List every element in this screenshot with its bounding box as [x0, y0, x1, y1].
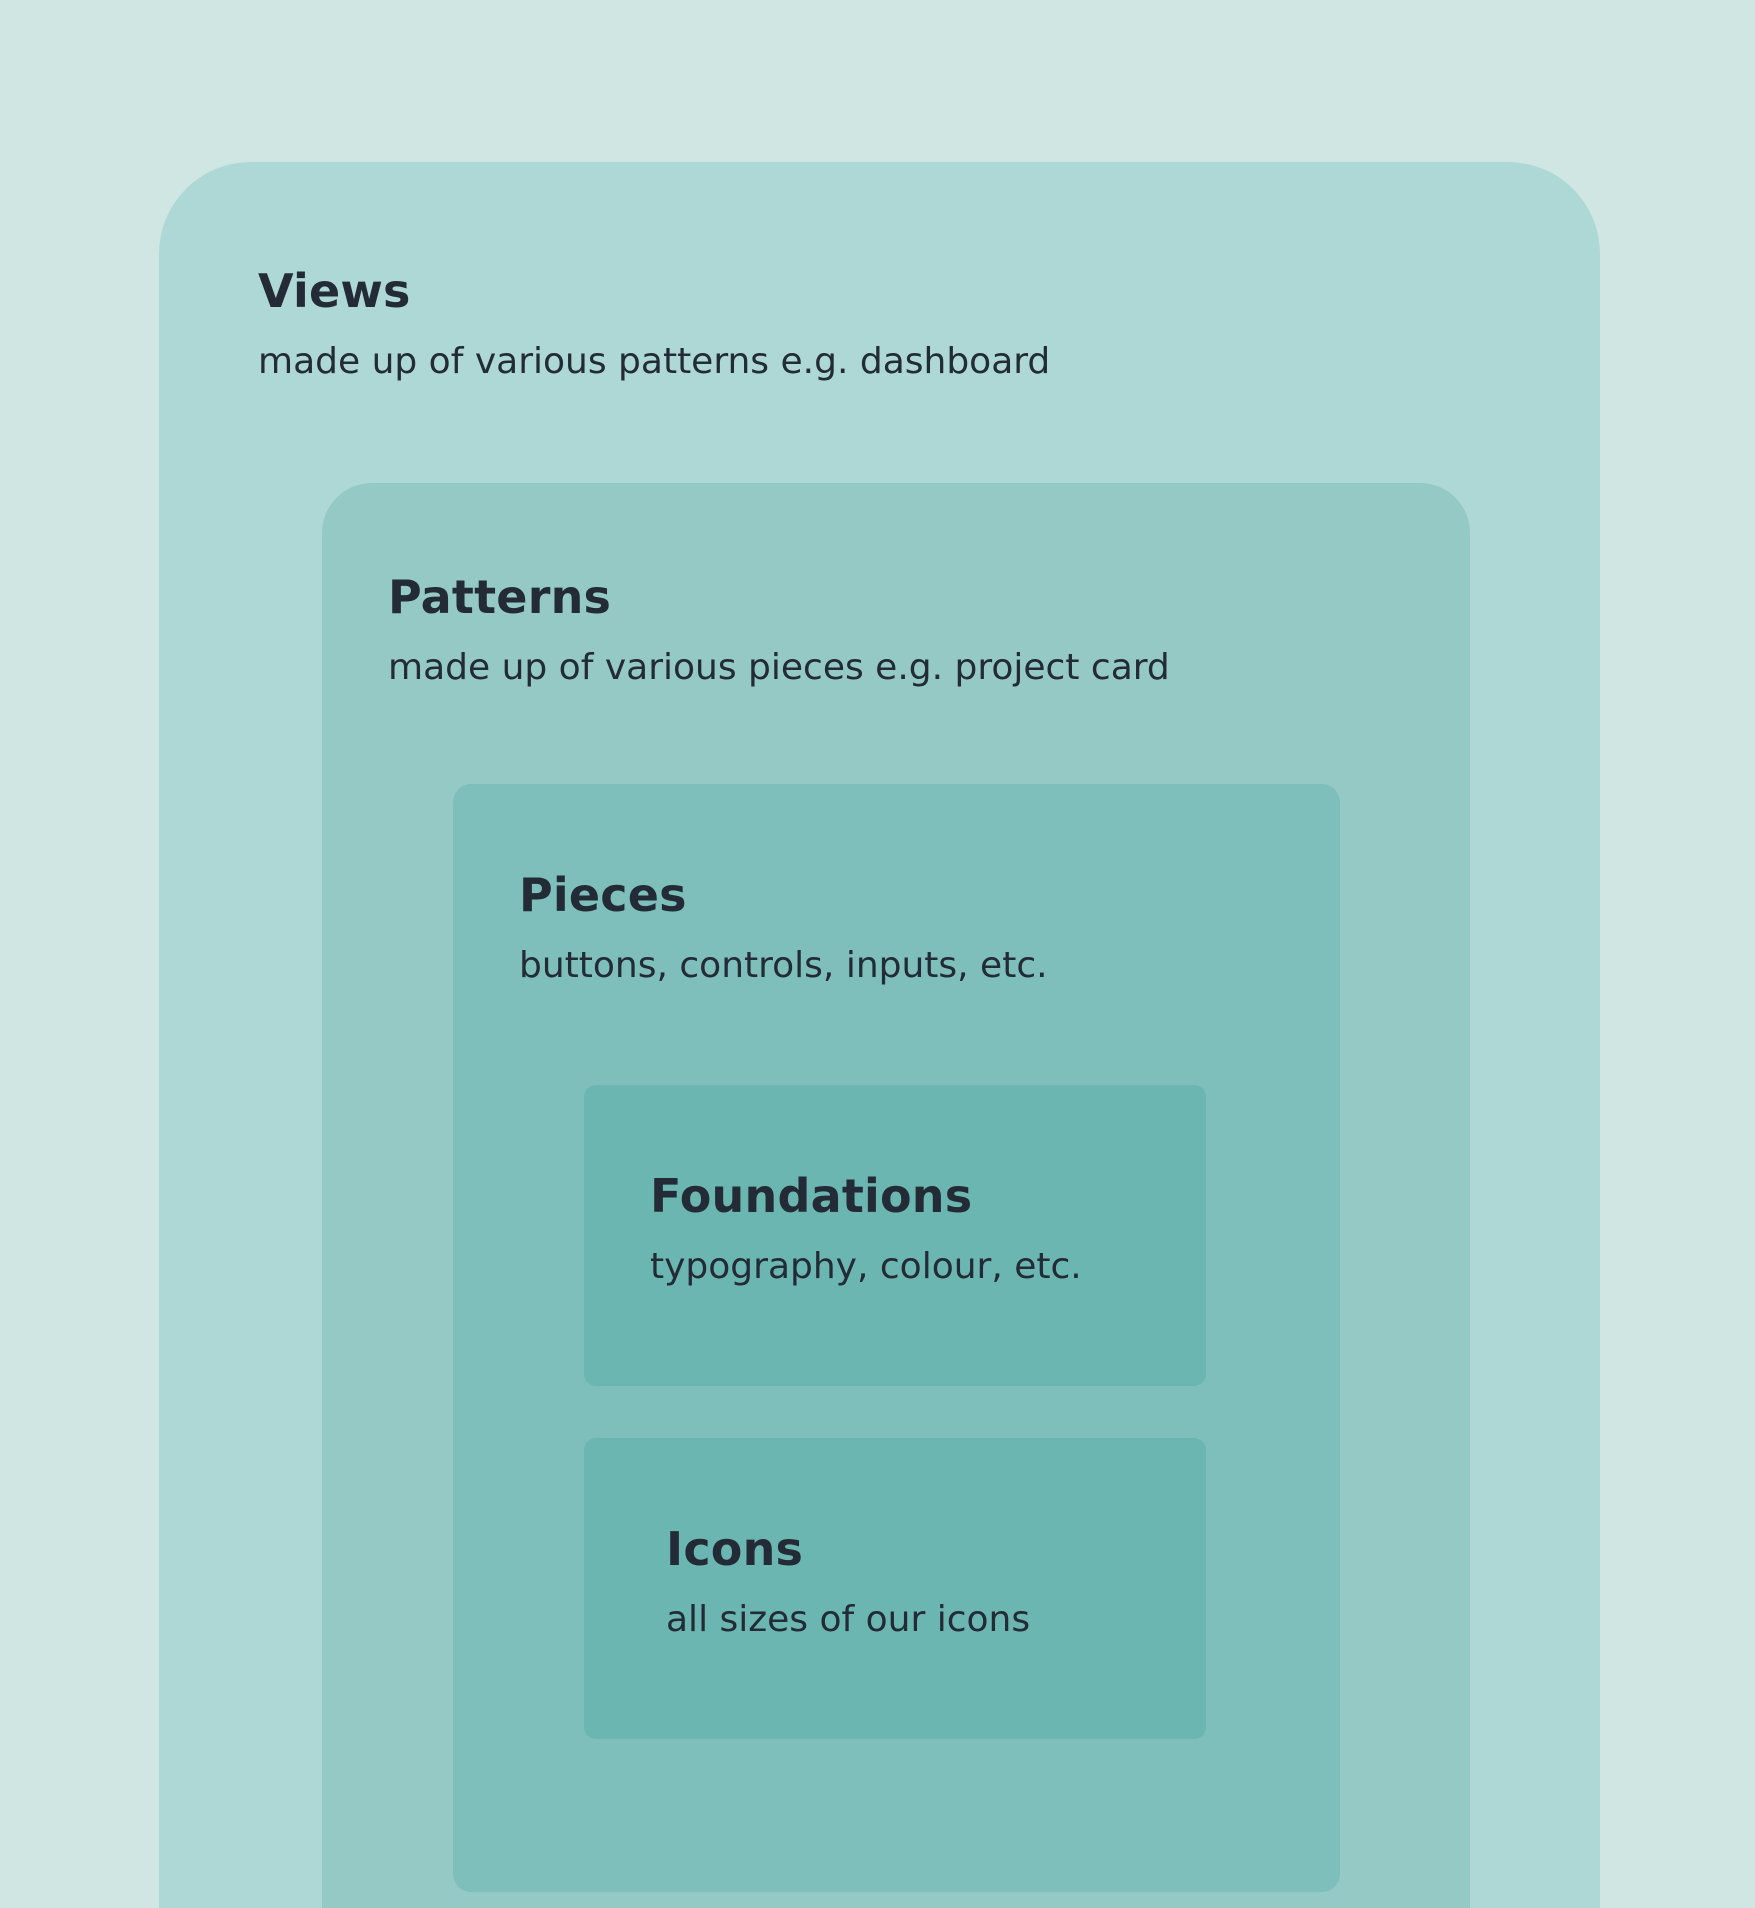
icons-description: all sizes of our icons: [666, 1598, 1031, 1640]
patterns-description: made up of various pieces e.g. project c…: [388, 646, 1170, 688]
patterns-title: Patterns: [388, 570, 612, 624]
icons-title: Icons: [666, 1522, 804, 1576]
views-description: made up of various patterns e.g. dashboa…: [258, 340, 1051, 382]
foundations-layer: Foundations typography, colour, etc.: [584, 1085, 1206, 1386]
pieces-title: Pieces: [519, 868, 687, 922]
foundations-title: Foundations: [650, 1169, 973, 1223]
views-title: Views: [258, 264, 411, 318]
foundations-description: typography, colour, etc.: [650, 1245, 1082, 1287]
icons-layer: Icons all sizes of our icons: [584, 1438, 1206, 1739]
pieces-description: buttons, controls, inputs, etc.: [519, 944, 1048, 986]
